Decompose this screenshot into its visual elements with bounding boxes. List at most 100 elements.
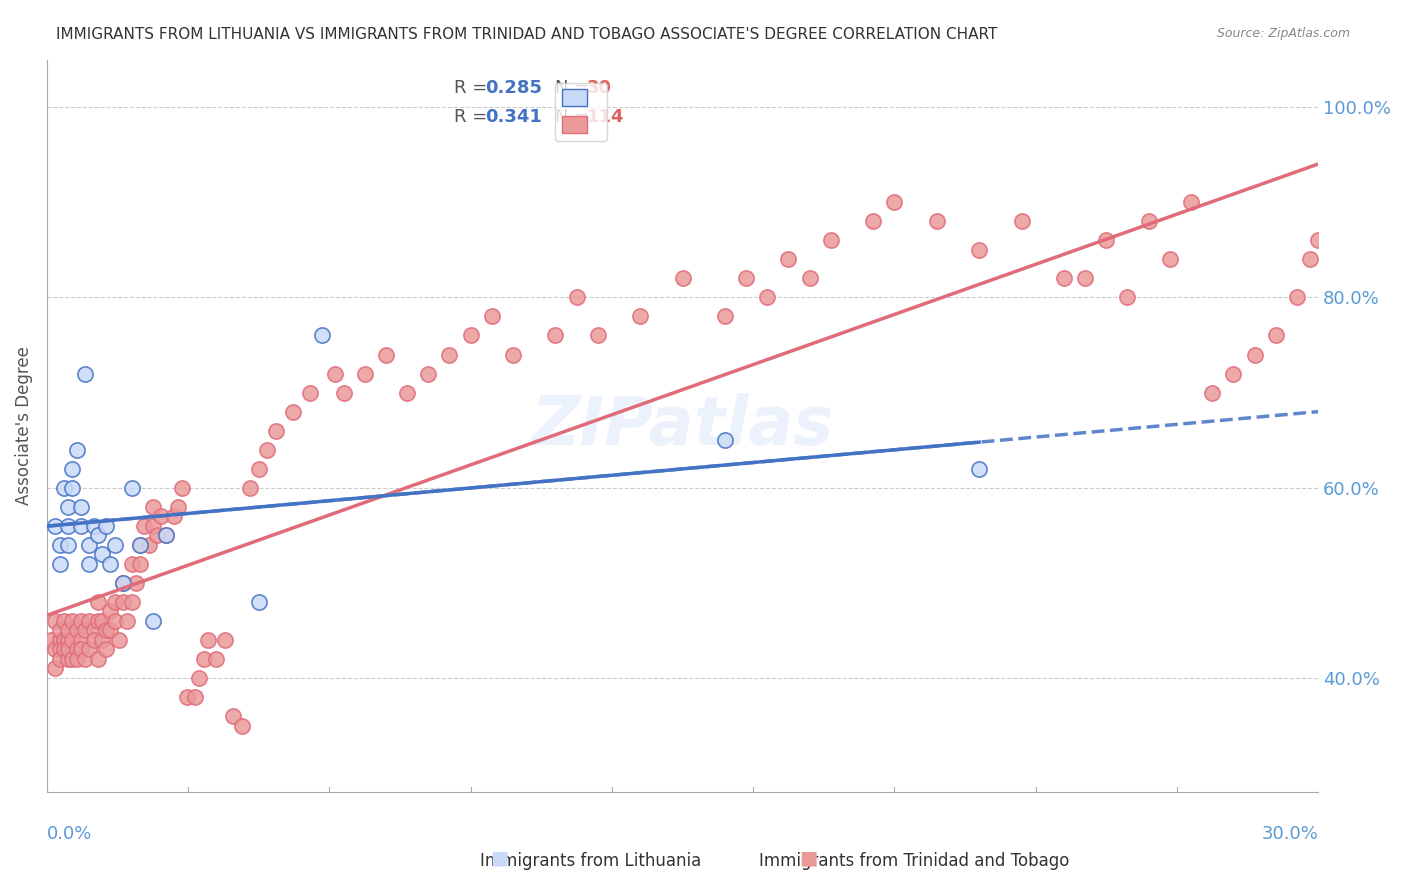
- Point: [83, 518, 105, 533]
- Point: [52, 632, 75, 647]
- Point: [69, 614, 91, 628]
- Point: [150, 509, 173, 524]
- Point: [311, 328, 333, 343]
- Point: [1285, 290, 1308, 304]
- Point: [799, 271, 821, 285]
- Point: [188, 671, 211, 685]
- Point: [714, 310, 737, 324]
- Point: [1074, 271, 1097, 285]
- Point: [87, 652, 110, 666]
- Point: [69, 500, 91, 514]
- Point: [172, 481, 194, 495]
- Point: [125, 575, 148, 590]
- Text: IMMIGRANTS FROM LITHUANIA VS IMMIGRANTS FROM TRINIDAD AND TOBAGO ASSOCIATE'S DEG: IMMIGRANTS FROM LITHUANIA VS IMMIGRANTS …: [56, 27, 998, 42]
- Point: [142, 518, 165, 533]
- Point: [138, 538, 160, 552]
- Point: [1201, 385, 1223, 400]
- Point: [77, 642, 100, 657]
- Point: [264, 424, 287, 438]
- Point: [1222, 367, 1244, 381]
- Point: [129, 538, 152, 552]
- Point: [544, 328, 567, 343]
- Point: [129, 538, 152, 552]
- Point: [87, 595, 110, 609]
- Point: [565, 290, 588, 304]
- Point: [214, 632, 236, 647]
- Point: [69, 642, 91, 657]
- Point: [100, 557, 122, 571]
- Point: [87, 528, 110, 542]
- Text: Immigrants from Lithuania: Immigrants from Lithuania: [479, 852, 702, 870]
- Point: [44, 642, 66, 657]
- Point: [735, 271, 758, 285]
- Point: [56, 538, 79, 552]
- Point: [112, 575, 135, 590]
- Point: [100, 604, 122, 618]
- Point: [91, 614, 114, 628]
- Point: [396, 385, 419, 400]
- Point: [56, 642, 79, 657]
- Text: R =: R =: [454, 78, 492, 96]
- Point: [247, 595, 270, 609]
- Point: [91, 547, 114, 561]
- Point: [778, 252, 800, 267]
- Point: [883, 195, 905, 210]
- Point: [323, 367, 346, 381]
- Text: ■: ■: [489, 848, 509, 867]
- Point: [146, 528, 169, 542]
- Point: [222, 709, 245, 723]
- Point: [121, 481, 143, 495]
- Text: 30: 30: [588, 78, 612, 96]
- Point: [332, 385, 354, 400]
- Point: [281, 404, 304, 418]
- Point: [134, 518, 156, 533]
- Point: [112, 575, 135, 590]
- Point: [77, 557, 100, 571]
- Point: [104, 614, 127, 628]
- Point: [52, 481, 75, 495]
- Point: [460, 328, 482, 343]
- Point: [418, 367, 440, 381]
- Point: [967, 461, 990, 475]
- Point: [69, 518, 91, 533]
- Point: [298, 385, 321, 400]
- Point: [1011, 214, 1033, 228]
- Point: [73, 624, 96, 638]
- Point: [104, 595, 127, 609]
- Point: [176, 690, 198, 704]
- Point: [129, 557, 152, 571]
- Point: [60, 632, 83, 647]
- Point: [112, 595, 135, 609]
- Text: N =: N =: [555, 78, 595, 96]
- Point: [73, 367, 96, 381]
- Text: 114: 114: [588, 108, 624, 126]
- Text: R =: R =: [454, 108, 492, 126]
- Point: [247, 461, 270, 475]
- Point: [628, 310, 651, 324]
- Point: [100, 624, 122, 638]
- Point: [104, 538, 127, 552]
- Point: [52, 614, 75, 628]
- Point: [714, 433, 737, 447]
- Point: [56, 652, 79, 666]
- Point: [108, 632, 131, 647]
- Text: 0.285: 0.285: [485, 78, 543, 96]
- Point: [925, 214, 948, 228]
- Point: [48, 624, 70, 638]
- Point: [52, 642, 75, 657]
- Point: [60, 614, 83, 628]
- Point: [65, 652, 87, 666]
- Point: [77, 538, 100, 552]
- Point: [862, 214, 884, 228]
- Point: [1308, 233, 1330, 247]
- Point: [83, 632, 105, 647]
- Text: Source: ZipAtlas.com: Source: ZipAtlas.com: [1216, 27, 1350, 40]
- Point: [48, 557, 70, 571]
- Point: [65, 642, 87, 657]
- Point: [142, 500, 165, 514]
- Point: [69, 632, 91, 647]
- Point: [1264, 328, 1286, 343]
- Point: [1137, 214, 1160, 228]
- Point: [121, 595, 143, 609]
- Point: [820, 233, 842, 247]
